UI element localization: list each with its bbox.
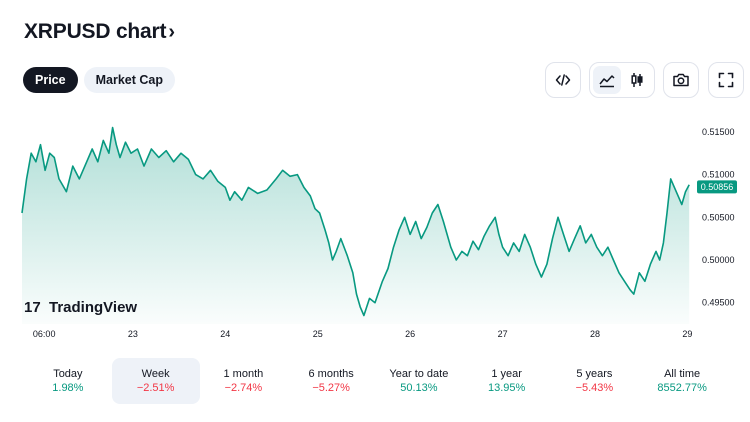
area-style-button[interactable] <box>593 66 621 94</box>
snapshot-button[interactable] <box>663 62 699 98</box>
area-chart-icon <box>599 75 615 88</box>
tradingview-watermark: 17 TradingView <box>24 299 137 316</box>
period-change: 8552.77% <box>657 382 707 394</box>
tradingview-logo-icon: 17 <box>24 299 41 316</box>
tab-price[interactable]: Price <box>23 67 78 93</box>
period-label: Year to date <box>389 368 449 380</box>
price-tick-label: 0.50500 <box>702 212 735 222</box>
price-line <box>21 126 690 317</box>
time-tick-label: 27 <box>498 329 508 339</box>
period-all-time[interactable]: All time 8552.77% <box>638 358 726 404</box>
period-label: 1 year <box>491 368 522 380</box>
period-6-months[interactable]: 6 months −5.27% <box>287 358 375 404</box>
candles-style-button[interactable] <box>623 66 651 94</box>
chart-title-text: XRPUSD chart <box>24 20 167 43</box>
period-label: 5 years <box>576 368 613 380</box>
chart-mode-tabs: Price Market Cap <box>23 67 175 93</box>
price-tick-label: 0.50000 <box>702 255 735 265</box>
period-change: 1.98% <box>52 382 84 394</box>
fullscreen-icon <box>718 72 734 88</box>
tab-market-cap[interactable]: Market Cap <box>83 67 175 93</box>
period-change: −5.43% <box>575 382 614 394</box>
period-year-to-date[interactable]: Year to date 50.13% <box>375 358 463 404</box>
period-week[interactable]: Week −2.51% <box>111 358 200 404</box>
candlestick-icon <box>631 73 643 87</box>
period-1-month[interactable]: 1 month −2.74% <box>200 358 288 404</box>
time-tick-label: 26 <box>405 329 415 339</box>
time-tick-label: 06:00 <box>33 329 56 339</box>
period-change: −5.27% <box>312 382 350 394</box>
last-price-label: 0.50856 <box>701 182 734 192</box>
time-tick-label: 28 <box>590 329 600 339</box>
embed-code-icon <box>555 74 571 86</box>
period-change: 50.13% <box>400 382 438 394</box>
camera-icon <box>673 73 689 87</box>
price-tick-label: 0.49500 <box>702 298 735 308</box>
period-change: −2.74% <box>224 382 263 394</box>
last-price-badge: 0.50856 <box>697 180 737 194</box>
chevron-right-icon: › <box>168 21 175 43</box>
period-label: Week <box>141 368 170 380</box>
period-1-year[interactable]: 1 year 13.95% <box>463 358 551 404</box>
performance-periods: Today 1.98% Week −2.51% 1 month −2.74% 6… <box>24 358 726 404</box>
price-chart[interactable]: 0.51500 0.51000 0.50500 0.50000 0.49500 06:0… <box>0 100 750 348</box>
chart-title[interactable]: XRPUSD chart › <box>24 20 175 44</box>
period-label: 6 months <box>308 368 354 380</box>
time-tick-label: 25 <box>313 329 323 339</box>
chart-style-toggle <box>589 62 655 98</box>
price-tick-label: 0.51000 <box>702 170 735 180</box>
price-axis: 0.51500 0.51000 0.50500 0.50000 0.49500 <box>702 127 735 308</box>
embed-button[interactable] <box>545 62 581 98</box>
fullscreen-button[interactable] <box>708 62 744 98</box>
price-tick-label: 0.51500 <box>702 127 735 137</box>
time-tick-label: 24 <box>220 329 230 339</box>
time-tick-label: 29 <box>682 329 692 339</box>
period-label: 1 month <box>223 368 264 380</box>
time-axis: 06:00 23 24 25 26 27 28 29 <box>33 329 692 339</box>
period-label: Today <box>53 368 83 380</box>
time-tick-label: 23 <box>128 329 138 339</box>
period-today[interactable]: Today 1.98% <box>24 358 112 404</box>
period-change: 13.95% <box>487 382 526 394</box>
period-5-years[interactable]: 5 years −5.43% <box>551 358 639 404</box>
period-label: All time <box>664 368 701 380</box>
price-area-fill <box>22 127 690 324</box>
period-change: −2.51% <box>136 382 175 394</box>
tradingview-wordmark: TradingView <box>49 299 137 316</box>
